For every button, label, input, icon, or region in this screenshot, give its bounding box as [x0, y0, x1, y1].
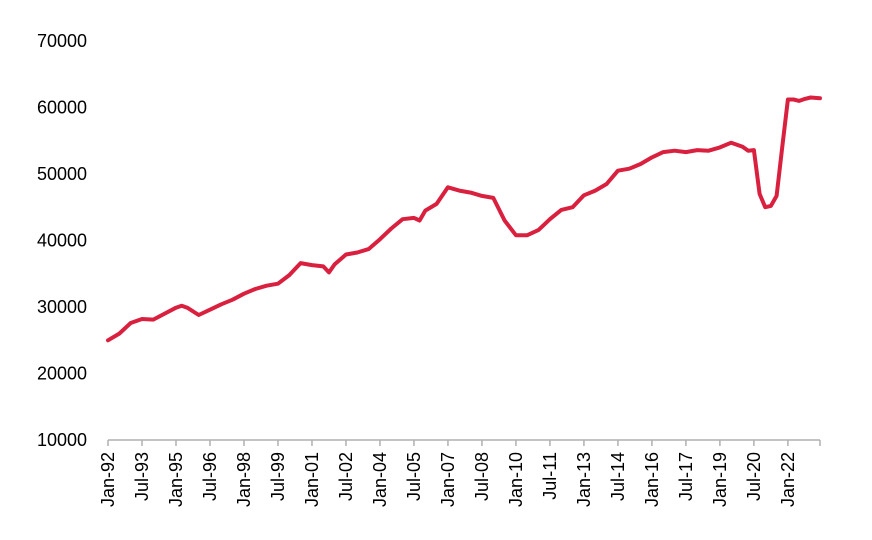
y-tick-label: 10000 — [37, 430, 87, 450]
y-tick-label: 50000 — [37, 164, 87, 184]
x-tick-label: Jul-14 — [608, 452, 628, 501]
x-axis-ticks — [107, 440, 821, 446]
x-tick-label: Jul-99 — [268, 452, 288, 501]
x-tick-label: Jul-20 — [744, 452, 764, 501]
x-tick-label: Jan-16 — [642, 452, 662, 507]
y-tick-label: 40000 — [37, 231, 87, 251]
x-tick-label: Jul-17 — [676, 452, 696, 501]
x-tick-label: Jan-13 — [574, 452, 594, 507]
x-tick-label: Jan-95 — [166, 452, 186, 507]
x-tick-label: Jul-02 — [336, 452, 356, 501]
x-axis-tick-labels: Jan-92 Jul-93 Jan-95 Jul-96 Jan-98 Jul-99 Jan-… — [98, 452, 798, 507]
x-tick-label: Jan-98 — [234, 452, 254, 507]
x-tick-label: Jul-11 — [540, 452, 560, 500]
x-tick-label: Jul-08 — [472, 452, 492, 501]
x-tick-label: Jan-10 — [506, 452, 526, 507]
y-tick-label: 20000 — [37, 364, 87, 384]
y-tick-label: 70000 — [37, 31, 87, 51]
x-axis: Jan-92 Jul-93 Jan-95 Jul-96 Jan-98 Jul-99 Jan-… — [98, 439, 821, 507]
x-tick-label: Jan-01 — [302, 452, 322, 507]
x-tick-label: Jan-92 — [98, 452, 118, 507]
x-tick-label: Jul-96 — [200, 452, 220, 501]
x-tick-label: Jan-07 — [438, 452, 458, 507]
x-tick-label: Jan-04 — [370, 452, 390, 507]
series-line — [106, 95, 822, 343]
y-tick-label: 60000 — [37, 98, 87, 118]
x-tick-label: Jan-19 — [710, 452, 730, 507]
series-group — [106, 95, 822, 343]
x-tick-label: Jan-22 — [778, 452, 798, 507]
y-axis-tick-labels: 10000 20000 30000 40000 50000 60000 70000 — [37, 31, 87, 450]
x-tick-label: Jul-93 — [132, 452, 152, 501]
x-tick-label: Jul-05 — [404, 452, 424, 501]
y-tick-label: 30000 — [37, 297, 87, 317]
